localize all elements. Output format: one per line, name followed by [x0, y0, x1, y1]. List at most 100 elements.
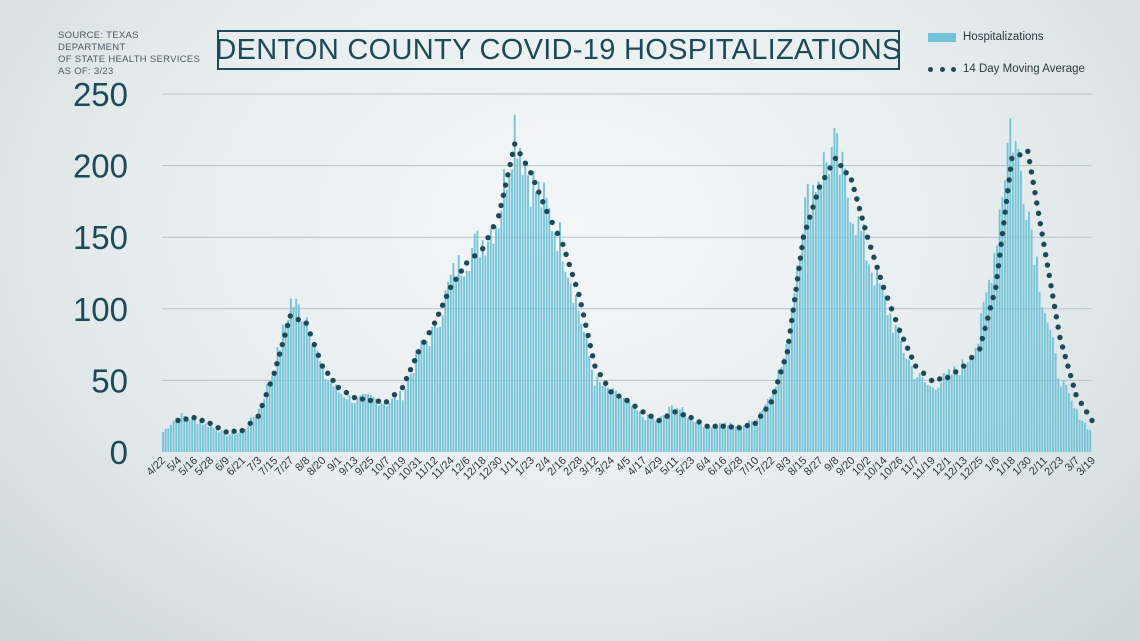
bar	[854, 235, 857, 452]
bar	[876, 265, 879, 452]
bar	[1049, 329, 1052, 452]
bar	[244, 429, 247, 452]
bar	[654, 420, 657, 452]
bar	[833, 128, 836, 452]
bar	[1001, 197, 1004, 452]
moving-average-point	[1070, 382, 1076, 388]
bar	[359, 395, 362, 452]
bar	[487, 241, 489, 452]
bar	[641, 416, 644, 452]
moving-average-point	[1057, 334, 1063, 341]
moving-average-point	[791, 296, 798, 303]
bar	[612, 388, 615, 452]
moving-average-point	[775, 379, 781, 385]
bar	[750, 421, 753, 452]
bar	[615, 390, 617, 452]
bar	[591, 369, 593, 452]
moving-average-point	[1032, 189, 1038, 196]
bar	[825, 162, 828, 453]
moving-average-point	[656, 417, 662, 424]
bar	[545, 198, 548, 452]
bar	[633, 404, 636, 452]
bar	[790, 309, 793, 452]
bar	[580, 323, 583, 452]
bar	[1052, 337, 1054, 452]
moving-average-point	[282, 332, 288, 338]
bar	[830, 147, 833, 452]
bar	[375, 398, 378, 452]
bar	[196, 424, 199, 452]
bar	[937, 387, 940, 452]
moving-average-point	[485, 234, 491, 241]
bar	[1033, 264, 1036, 452]
bar	[588, 356, 591, 452]
bar	[284, 323, 287, 452]
bar	[252, 417, 255, 452]
moving-average-point	[904, 345, 911, 351]
bar	[686, 418, 689, 452]
moving-average-point	[794, 276, 801, 282]
moving-average-point	[435, 311, 442, 317]
bar	[399, 391, 402, 452]
moving-average-point	[680, 412, 686, 418]
bar	[436, 328, 439, 452]
bar	[489, 228, 492, 452]
moving-average-point	[496, 213, 502, 219]
bar	[327, 380, 330, 452]
bar	[460, 275, 463, 452]
bar	[316, 350, 319, 452]
bar	[377, 405, 380, 452]
moving-average-point	[977, 346, 983, 352]
bar	[716, 426, 719, 452]
moving-average-point	[507, 161, 513, 168]
bar	[409, 374, 412, 452]
bar	[561, 261, 564, 452]
legend-item-moving-average: 14 Day Moving Average	[928, 60, 1085, 78]
bar	[660, 415, 663, 452]
moving-average-point	[411, 358, 418, 364]
bar	[511, 169, 513, 453]
moving-average-point	[712, 423, 718, 429]
bar	[535, 192, 537, 452]
bar	[569, 283, 572, 452]
bar	[721, 424, 724, 452]
moving-average-point	[768, 399, 775, 405]
moving-average-point	[439, 302, 446, 308]
moving-average-point	[421, 339, 427, 345]
moving-average-point	[778, 369, 784, 375]
bar	[902, 352, 905, 452]
moving-average-point	[522, 160, 529, 166]
bar	[852, 223, 855, 452]
bar	[1022, 204, 1025, 452]
moving-average-point	[284, 322, 291, 329]
moving-average-point	[616, 393, 622, 399]
bar	[945, 373, 948, 452]
moving-average-point	[979, 335, 986, 342]
bar	[878, 283, 881, 452]
bar	[1030, 229, 1033, 452]
bar	[617, 397, 620, 452]
bar	[668, 406, 671, 452]
bar	[551, 231, 553, 452]
moving-average-point	[566, 261, 572, 268]
bar	[193, 419, 196, 452]
legend-label-hospitalizations: Hospitalizations	[963, 31, 1044, 43]
bar	[649, 417, 652, 452]
moving-average-point	[752, 420, 758, 427]
moving-average-point	[810, 204, 816, 210]
bar	[766, 398, 769, 452]
moving-average-point	[1039, 231, 1045, 237]
moving-average-point	[471, 253, 478, 259]
bar	[806, 183, 809, 453]
moving-average-point	[540, 199, 546, 205]
bar	[383, 403, 386, 452]
bar	[604, 382, 607, 452]
bar	[231, 432, 234, 452]
bar	[942, 373, 945, 452]
bar	[870, 272, 873, 452]
chart-legend: Hospitalizations 14 Day Moving Average	[928, 28, 1085, 92]
moving-average-point	[854, 196, 860, 202]
bar	[241, 431, 244, 452]
moving-average-point	[786, 338, 792, 345]
